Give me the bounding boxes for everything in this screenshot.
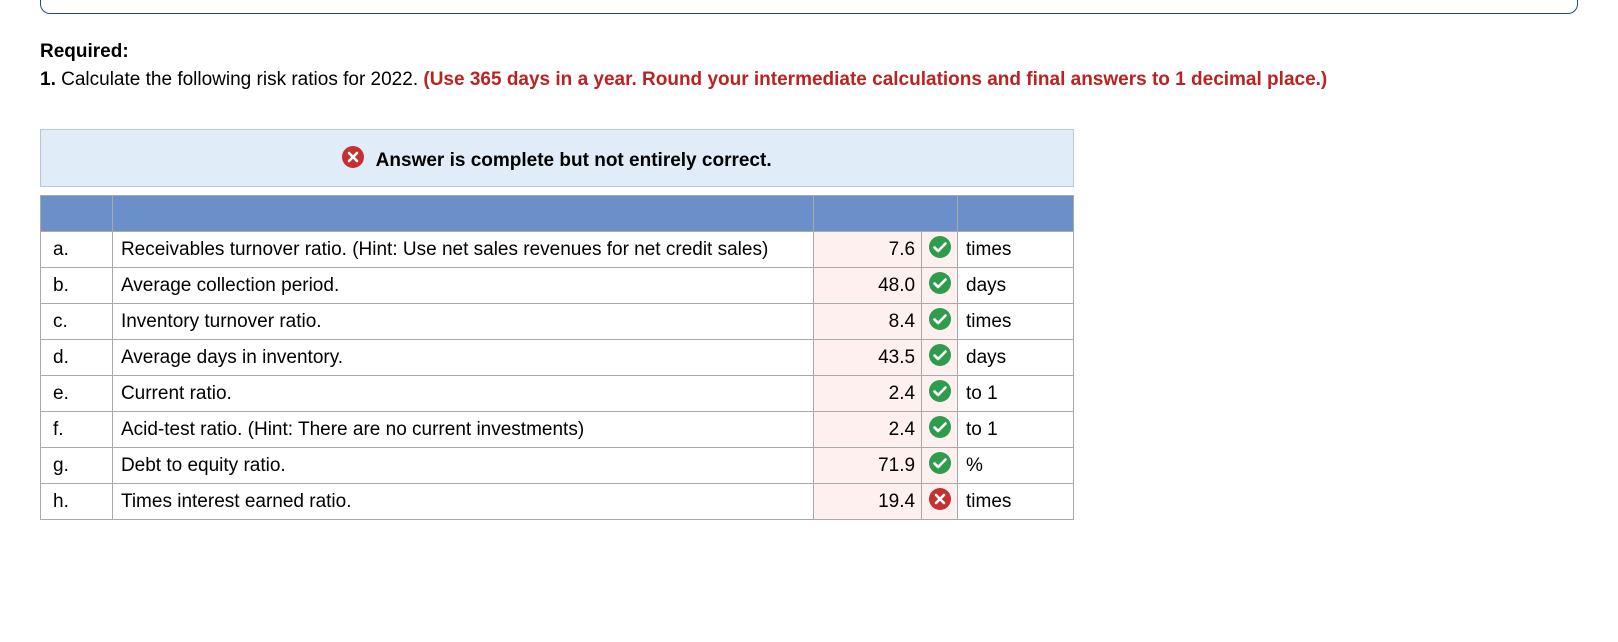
question-prompt: Required: 1. Calculate the following ris… <box>40 38 1578 93</box>
answers-wrapper: Answer is complete but not entirely corr… <box>40 129 1074 520</box>
question-number: 1. <box>40 69 56 90</box>
check-icon <box>929 236 951 258</box>
row-description: Inventory turnover ratio. <box>112 304 813 340</box>
answer-value-cell[interactable]: 2.4 <box>814 376 922 412</box>
answer-value-cell[interactable]: 2.4 <box>814 412 922 448</box>
table-row: e.Current ratio.2.4 to 1 <box>41 376 1074 412</box>
answer-value-cell[interactable]: 7.6 <box>814 232 922 268</box>
check-icon <box>929 272 951 294</box>
row-letter: f. <box>41 412 113 448</box>
table-header <box>958 196 1074 232</box>
page: Required: 1. Calculate the following ris… <box>0 0 1618 560</box>
row-letter: g. <box>41 448 113 484</box>
table-header <box>41 196 113 232</box>
answers-table: a.Receivables turnover ratio. (Hint: Use… <box>40 195 1074 520</box>
status-cross-icon <box>342 152 369 173</box>
table-header <box>112 196 813 232</box>
status-text: Answer is complete but not entirely corr… <box>376 150 772 171</box>
row-description: Debt to equity ratio. <box>112 448 813 484</box>
row-letter: e. <box>41 376 113 412</box>
row-letter: h. <box>41 484 113 520</box>
answer-status-cell <box>922 448 958 484</box>
table-row: c.Inventory turnover ratio.8.4 times <box>41 304 1074 340</box>
question-note: (Use 365 days in a year. Round your inte… <box>423 69 1327 90</box>
row-letter: a. <box>41 232 113 268</box>
answer-status-cell <box>922 376 958 412</box>
status-bar: Answer is complete but not entirely corr… <box>40 129 1074 187</box>
table-row: g.Debt to equity ratio.71.9% <box>41 448 1074 484</box>
check-icon <box>929 308 951 330</box>
question-text: Calculate the following risk ratios for … <box>56 69 424 90</box>
answer-unit: times <box>958 484 1074 520</box>
row-description: Average days in inventory. <box>112 340 813 376</box>
row-letter: b. <box>41 268 113 304</box>
row-letter: d. <box>41 340 113 376</box>
row-description: Average collection period. <box>112 268 813 304</box>
cross-icon <box>929 488 951 510</box>
answer-unit: times <box>958 304 1074 340</box>
table-row: a.Receivables turnover ratio. (Hint: Use… <box>41 232 1074 268</box>
answer-unit: times <box>958 232 1074 268</box>
answer-unit: % <box>958 448 1074 484</box>
answer-status-cell <box>922 304 958 340</box>
required-label: Required: <box>40 41 129 62</box>
answer-status-cell <box>922 412 958 448</box>
question-box-bottom-edge <box>40 0 1578 14</box>
row-description: Receivables turnover ratio. (Hint: Use n… <box>112 232 813 268</box>
check-icon <box>929 452 951 474</box>
row-letter: c. <box>41 304 113 340</box>
row-description: Times interest earned ratio. <box>112 484 813 520</box>
table-header-row <box>41 196 1074 232</box>
answer-value-cell[interactable]: 71.9 <box>814 448 922 484</box>
table-row: f.Acid-test ratio. (Hint: There are no c… <box>41 412 1074 448</box>
answer-status-cell <box>922 484 958 520</box>
answer-value-cell[interactable]: 19.4 <box>814 484 922 520</box>
table-row: b.Average collection period.48.0 days <box>41 268 1074 304</box>
answer-unit: days <box>958 340 1074 376</box>
answer-status-cell <box>922 268 958 304</box>
answer-value-cell[interactable]: 43.5 <box>814 340 922 376</box>
row-description: Current ratio. <box>112 376 813 412</box>
table-row: d.Average days in inventory.43.5 days <box>41 340 1074 376</box>
row-description: Acid-test ratio. (Hint: There are no cur… <box>112 412 813 448</box>
table-row: h.Times interest earned ratio.19.4 times <box>41 484 1074 520</box>
check-icon <box>929 380 951 402</box>
table-header <box>814 196 958 232</box>
check-icon <box>929 416 951 438</box>
answer-unit: to 1 <box>958 376 1074 412</box>
answer-unit: days <box>958 268 1074 304</box>
answer-unit: to 1 <box>958 412 1074 448</box>
check-icon <box>929 344 951 366</box>
answer-status-cell <box>922 232 958 268</box>
answer-value-cell[interactable]: 8.4 <box>814 304 922 340</box>
answer-value-cell[interactable]: 48.0 <box>814 268 922 304</box>
answer-status-cell <box>922 340 958 376</box>
